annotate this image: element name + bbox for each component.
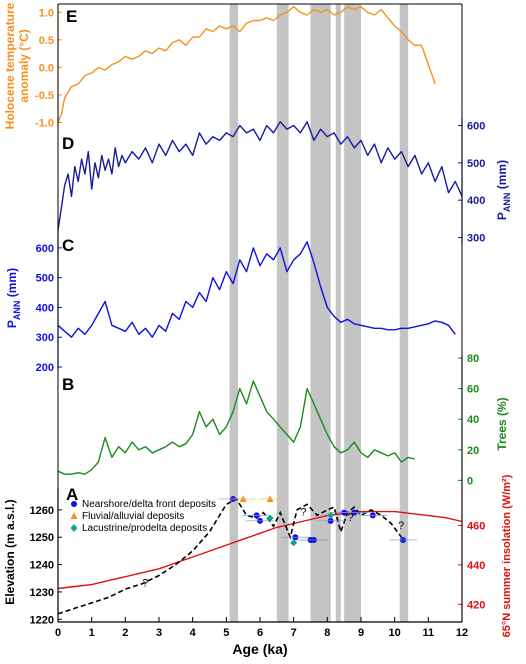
question-mark: ? <box>142 577 148 589</box>
y-tick-label: 0 <box>467 475 473 487</box>
legend-label-circle: Nearshore/delta front deposits <box>82 499 216 510</box>
x-tick-label: 7 <box>291 627 297 639</box>
panel-e: E 1.0 0.5 0.0 -0.5 -1.0 Holocene temperature an… <box>3 2 436 129</box>
x-tick-label: 6 <box>257 627 263 639</box>
question-mark: ? <box>348 512 354 524</box>
x-tick-label: 0 <box>55 627 61 639</box>
x-tick-label: 8 <box>324 627 330 639</box>
lacustrine-point <box>290 539 298 547</box>
shaded-band-1 <box>276 4 289 622</box>
y-axis-title-e: Holocene temperature <box>3 2 17 129</box>
y-tick-label: 1.0 <box>39 7 54 19</box>
series-insolation <box>57 510 463 590</box>
y-tick-label: 500 <box>467 158 485 170</box>
legend-marker-fluvial <box>70 512 78 519</box>
y-tick-label: 600 <box>36 243 54 255</box>
shaded-band-2 <box>310 4 331 622</box>
x-tick-label: 1 <box>89 627 95 639</box>
y-tick-label: 1260 <box>30 505 54 517</box>
y-tick-label: 1240 <box>30 560 54 572</box>
legend-marker-nearshore <box>71 501 77 507</box>
shaded-band-0 <box>229 4 239 622</box>
y-tick-label: 0.5 <box>39 35 54 47</box>
x-axis-title: Age (ka) <box>232 641 287 657</box>
panel-letter-b: B <box>62 375 74 394</box>
y-tick-label: 80 <box>467 353 479 365</box>
y-tick-label: -0.5 <box>35 90 54 102</box>
y-axis-title-d: PANN (mm) <box>495 160 512 220</box>
legend-marker-lacustrine <box>70 524 78 532</box>
legend-label-triangle: Fluvial/alluvial deposits <box>82 511 184 522</box>
x-tick-label: 10 <box>389 627 401 639</box>
y2-axis-title-a: 65°N summer insolation (W/m²) <box>501 474 513 637</box>
x-tick-label: 2 <box>122 627 128 639</box>
y2-tick-label: 460 <box>467 520 485 532</box>
y-axis-title-b: Trees (%) <box>495 397 509 450</box>
y-tick-label: 400 <box>36 302 54 314</box>
y-tick-label: 60 <box>467 384 479 396</box>
lacustrine-point <box>266 514 274 522</box>
shaded-bands <box>229 4 409 622</box>
x-tick-label: 5 <box>223 627 229 639</box>
y-tick-label: 40 <box>467 414 479 426</box>
y-tick-label: 400 <box>467 195 485 207</box>
y-tick-label: 1220 <box>30 614 54 626</box>
series-lake-level <box>57 497 403 615</box>
series-line-e <box>57 6 436 123</box>
y2-tick-label: 420 <box>467 599 485 611</box>
y2-tick-label: 440 <box>467 560 485 572</box>
legend-label-diamond: Lacustrine/prodelta deposits <box>82 523 207 534</box>
y-tick-label: 300 <box>467 233 485 245</box>
lacustrine-point <box>327 511 335 519</box>
panels: E 1.0 0.5 0.0 -0.5 -1.0 Holocene temperature an… <box>3 2 513 637</box>
series-line-b <box>57 380 416 475</box>
y-tick-label: 600 <box>467 120 485 132</box>
panel-letter-c: C <box>62 236 74 255</box>
y-tick-label: 500 <box>36 273 54 285</box>
panel-letter-e: E <box>66 7 77 26</box>
shaded-band-4 <box>344 4 361 622</box>
series-line-c <box>57 241 456 338</box>
y-axis-title-a: Elevation (m a.s.l.) <box>3 499 17 604</box>
y-axis-title-c: PANN (mm) <box>5 268 22 328</box>
x-tick-label: 12 <box>456 627 468 639</box>
y-tick-label: 20 <box>467 445 479 457</box>
panel-letter-a: A <box>66 485 78 504</box>
y-tick-label: 300 <box>36 332 54 344</box>
x-tick-label: 9 <box>358 627 364 639</box>
y-tick-label: 200 <box>36 362 54 374</box>
question-mark: ? <box>398 520 404 532</box>
shaded-band-5 <box>399 4 409 622</box>
y-tick-label: 0.0 <box>39 62 54 74</box>
x-tick-label: 11 <box>423 627 435 639</box>
question-mark: ? <box>300 506 306 518</box>
shaded-band-3 <box>335 4 341 622</box>
y-tick-label: 1250 <box>30 532 54 544</box>
panel-letter-d: D <box>62 134 74 153</box>
y-axis-title-e-2: anomaly (°C) <box>17 29 31 102</box>
x-tick-label: 3 <box>156 627 162 639</box>
x-tick-label: 4 <box>190 627 197 639</box>
y-tick-label: -1.0 <box>35 117 54 129</box>
series-line-d <box>57 121 463 231</box>
y-tick-label: 1230 <box>30 587 54 599</box>
